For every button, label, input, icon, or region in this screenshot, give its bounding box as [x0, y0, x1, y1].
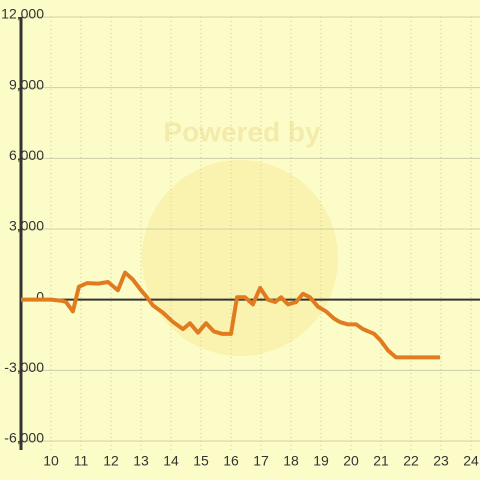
x-tick-label: 24	[463, 453, 479, 469]
x-tick-label: 10	[43, 453, 59, 469]
y-tick-label: 0	[36, 288, 44, 304]
x-tick-label: 23	[433, 453, 449, 469]
x-tick-label: 16	[223, 453, 239, 469]
x-tick-label: 12	[103, 453, 119, 469]
y-tick-label: -6,000	[4, 430, 44, 446]
x-tick-label: 19	[313, 453, 329, 469]
line	[21, 270, 441, 360]
watermark: Powered by	[163, 116, 321, 147]
x-tick-label: 18	[283, 453, 299, 469]
x-tick-label: 14	[163, 453, 179, 469]
x-tick-label: 17	[253, 453, 269, 469]
x-tick-label: 21	[373, 453, 389, 469]
x-tick-label: 20	[343, 453, 359, 469]
y-tick-label: -3,000	[4, 359, 44, 375]
y-tick-label: 6,000	[9, 147, 44, 163]
y-tick-label: 9,000	[9, 76, 44, 92]
x-tick-label: 13	[133, 453, 149, 469]
y-tick-label: 12,000	[1, 6, 44, 22]
watermark-logo	[142, 160, 338, 356]
x-tick-label: 11	[74, 453, 89, 469]
y-tick-label: 3,000	[9, 218, 44, 234]
x-tick-label: 15	[193, 453, 209, 469]
x-tick-label: 22	[403, 453, 419, 469]
